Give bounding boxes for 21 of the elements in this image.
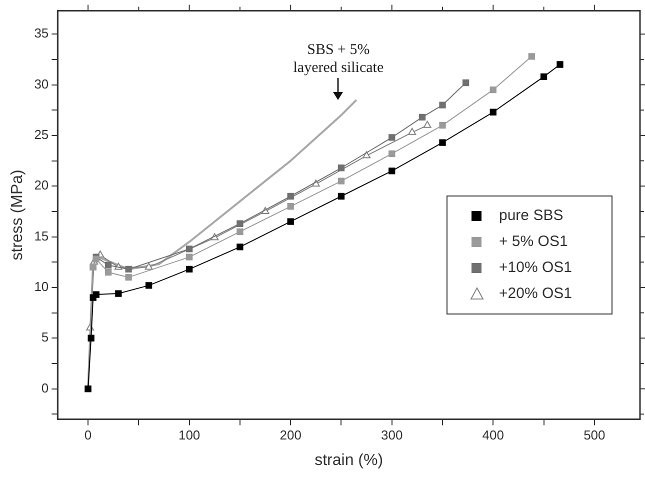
legend-label: +20% OS1 — [499, 285, 572, 302]
x-tick-label: 100 — [178, 428, 200, 443]
y-tick-label: 15 — [34, 228, 49, 244]
y-tick-label: 0 — [41, 380, 49, 396]
x-tick-label: 300 — [381, 428, 403, 443]
x-axis-title: strain (%) — [314, 452, 384, 469]
y-tick-label: 5 — [41, 330, 49, 345]
legend-label: +10% OS1 — [499, 259, 572, 276]
legend-label: pure SBS — [499, 207, 564, 224]
x-tick-label: 400 — [482, 428, 504, 443]
legend-label: + 5% OS1 — [499, 233, 568, 250]
annotation: SBS + 5% layered silicate — [293, 42, 384, 76]
y-axis-title: stress (MPa) — [9, 170, 26, 260]
x-tick-label: 500 — [584, 428, 606, 443]
y-tick-label: 30 — [34, 76, 49, 92]
x-tick-label: 200 — [280, 428, 302, 443]
y-tick-label: 35 — [34, 26, 49, 41]
y-tick-label: 10 — [34, 279, 49, 294]
y-tick-label: 25 — [34, 127, 49, 142]
y-tick-label: 20 — [34, 178, 49, 193]
x-tick-label: 0 — [84, 428, 92, 443]
